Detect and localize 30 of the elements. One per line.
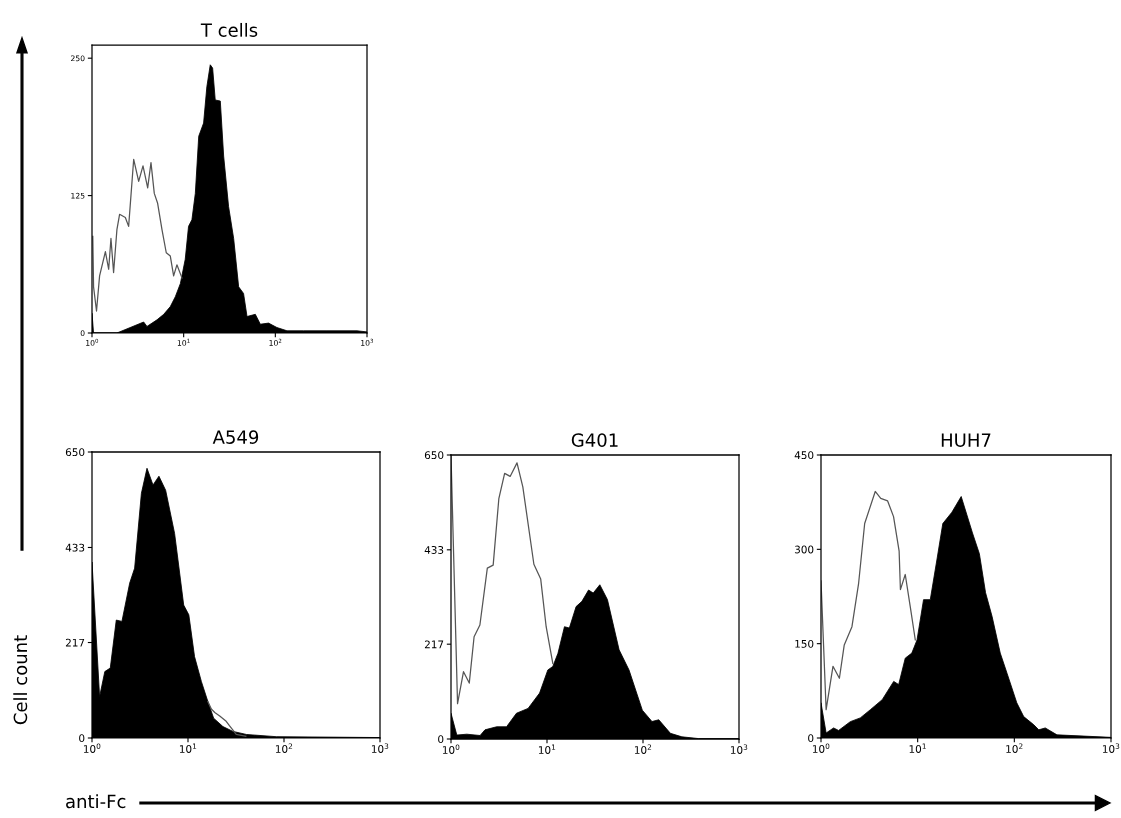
x-tick-label: 10$^{0}$	[812, 743, 830, 753]
y-tick-label: 0	[808, 734, 814, 743]
x-tick-label: 10$^{2}$	[275, 743, 293, 753]
y-tick-label: 150	[795, 639, 814, 648]
y-tick-label: 433	[424, 546, 444, 554]
y-tick-label: 0	[79, 734, 85, 743]
x-tick-label: 10$^{0}$	[83, 743, 101, 753]
y-tick-label: 217	[65, 638, 85, 647]
x-tick-label: 10$^{2}$	[634, 744, 652, 754]
x-tick-label: 10$^{1}$	[179, 743, 197, 753]
x-tick-label: 10$^{3}$	[371, 743, 389, 753]
chart-title: HUH7	[941, 433, 991, 447]
y-tick-label: 450	[794, 451, 814, 460]
chart-title: A549	[212, 430, 259, 444]
y-axis-title: Cell count	[13, 635, 28, 725]
y-tick-label: 433	[65, 543, 85, 552]
x-tick-label: 10$^{1}$	[538, 744, 556, 754]
x-tick-label: 10$^{1}$	[909, 743, 926, 753]
x-tick-label: 10$^{3}$	[1102, 743, 1120, 753]
y-tick-label: 650	[65, 448, 85, 457]
y-tick-label: 0	[438, 735, 444, 744]
x-axis-title: anti-Fc	[66, 794, 126, 809]
x-tick-label: 10$^{3}$	[730, 744, 748, 754]
y-tick-label: 217	[424, 640, 444, 649]
x-tick-label: 10$^{2}$	[1006, 743, 1023, 753]
y-tick-label: 300	[794, 545, 814, 554]
y-tick-label: 650	[424, 451, 444, 460]
x-tick-label: 10$^{0}$	[442, 744, 460, 754]
chart-title: T cells	[200, 22, 258, 37]
chart-title: G401	[571, 433, 618, 447]
